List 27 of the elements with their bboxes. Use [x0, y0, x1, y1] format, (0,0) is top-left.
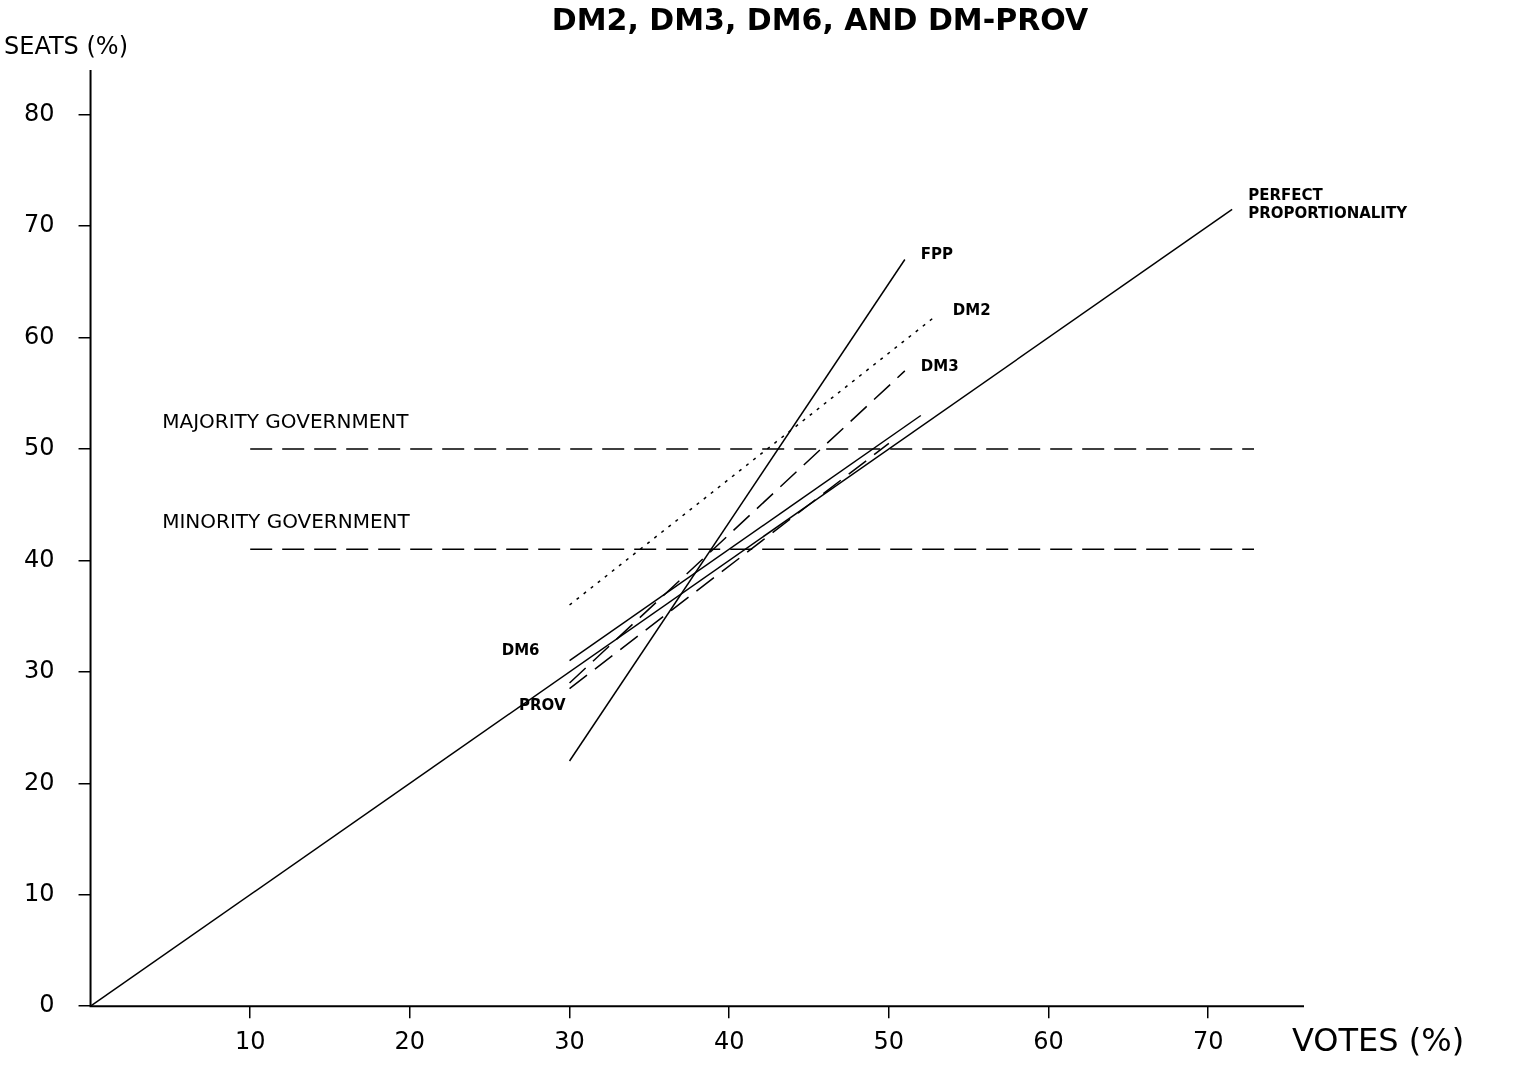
y-tick-label: 0: [39, 990, 55, 1019]
y-axis-title: SEATS (%): [4, 32, 129, 61]
series-label: FPP: [920, 245, 954, 264]
y-tick-label: 70: [23, 210, 55, 239]
x-tick-label: 20: [394, 1026, 426, 1055]
y-tick-label: 10: [23, 878, 55, 907]
y-tick-label: 60: [23, 321, 55, 350]
x-tick-label: 70: [1192, 1026, 1224, 1055]
series-label: DM2: [952, 301, 991, 320]
y-tick-label: 20: [23, 767, 55, 796]
series-label: PROV: [519, 696, 566, 715]
ref-line-label: MAJORITY GOVERNMENT: [162, 409, 410, 434]
x-tick-label: 30: [554, 1026, 585, 1055]
text: DM6: [501, 640, 540, 659]
series-label: PERFECT PROPORTIONALITY: [1248, 186, 1409, 223]
x-tick-label: 60: [1033, 1026, 1064, 1055]
y-tick-label: 50: [23, 433, 55, 462]
y-tick-label: 80: [23, 98, 55, 127]
x-tick-label: 40: [713, 1026, 745, 1055]
x-tick-label: 50: [873, 1026, 905, 1055]
series-label: DM3: [920, 356, 959, 375]
x-axis-title: VOTES (%): [1292, 1020, 1465, 1059]
chart-title: DM2, DM3, DM6, AND DM-PROV: [551, 1, 1089, 37]
y-tick-label: 30: [23, 656, 55, 685]
ref-line-label: MINORITY GOVERNMENT: [162, 509, 411, 534]
y-tick-label: 40: [23, 544, 55, 573]
x-tick-label: 10: [234, 1026, 266, 1055]
